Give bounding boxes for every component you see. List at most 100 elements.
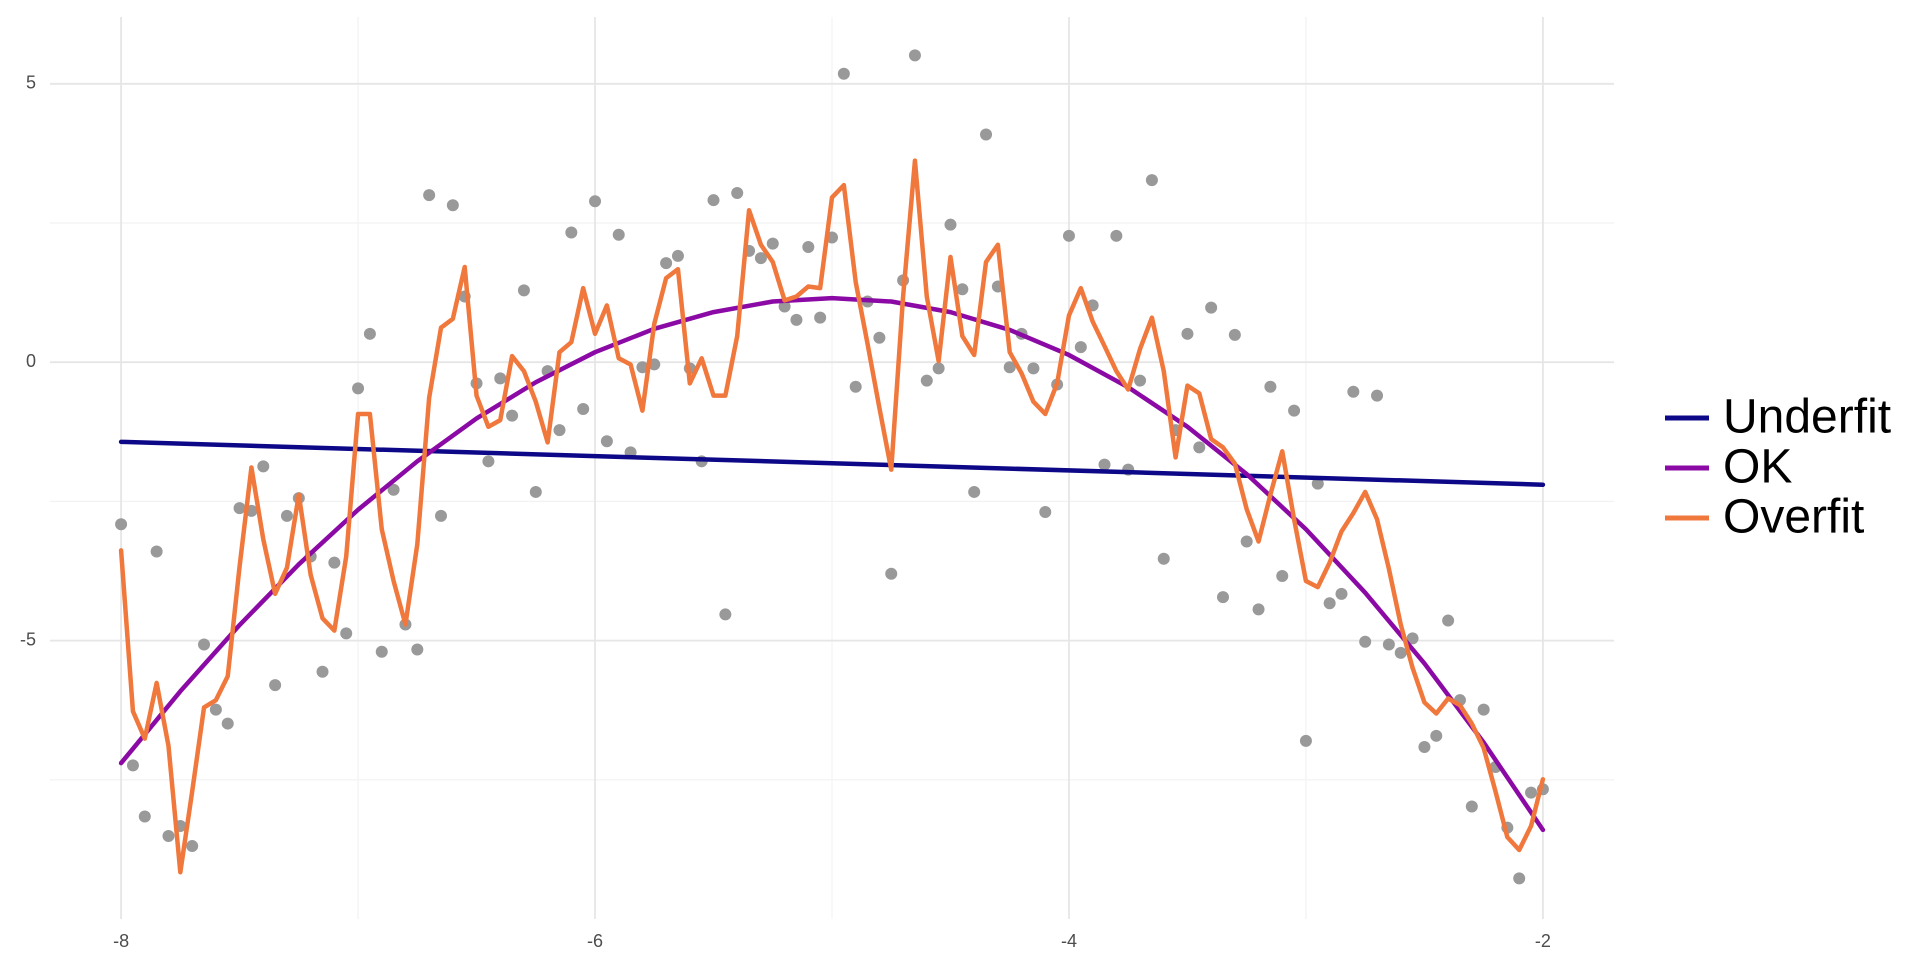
data-point — [956, 283, 969, 296]
data-point — [1394, 646, 1407, 659]
data-point — [280, 509, 293, 522]
data-point — [885, 567, 898, 580]
data-point — [352, 382, 365, 395]
data-point — [1276, 570, 1289, 583]
data-point — [837, 67, 850, 80]
data-point — [150, 545, 163, 558]
data-point — [1134, 374, 1147, 387]
data-point — [849, 380, 862, 393]
data-point — [671, 249, 684, 262]
data-point — [754, 252, 767, 265]
data-point — [1098, 458, 1111, 471]
data-point — [340, 627, 353, 640]
data-point — [494, 372, 507, 385]
data-point — [1418, 740, 1431, 753]
data-point — [1335, 587, 1348, 600]
data-point — [1442, 614, 1455, 627]
data-point — [115, 518, 128, 531]
data-point — [920, 374, 933, 387]
y-tick-label: -5 — [20, 629, 36, 649]
data-point — [257, 460, 270, 473]
data-point — [186, 840, 199, 853]
data-point — [636, 361, 649, 374]
data-point — [565, 226, 578, 239]
data-point — [577, 402, 590, 415]
data-point — [600, 435, 613, 448]
data-point — [1264, 380, 1277, 393]
series-line — [118, 439, 1546, 487]
data-point — [1288, 404, 1301, 417]
data-point — [1430, 729, 1443, 742]
data-point — [778, 300, 791, 313]
legend-label: OK — [1723, 441, 1792, 494]
data-point — [138, 810, 151, 823]
data-point — [1371, 389, 1384, 402]
x-tick-label: -6 — [587, 931, 603, 951]
data-point — [802, 240, 815, 253]
data-point — [553, 424, 566, 437]
y-tick-label: 0 — [26, 351, 36, 371]
data-point — [1205, 301, 1218, 314]
data-point — [1039, 505, 1052, 518]
data-point — [944, 218, 957, 231]
data-point — [1181, 327, 1194, 340]
data-point — [1323, 597, 1336, 610]
y-tick-label: 5 — [26, 73, 36, 93]
data-point — [446, 199, 459, 212]
data-point — [126, 759, 139, 772]
data-point — [612, 228, 625, 241]
data-point — [1003, 361, 1016, 374]
data-point — [209, 703, 222, 716]
data-point — [707, 194, 720, 207]
data-point — [1299, 734, 1312, 747]
data-point — [1513, 872, 1526, 885]
data-point — [1110, 229, 1123, 242]
data-point — [1217, 591, 1229, 604]
data-point — [435, 509, 447, 522]
data-point — [423, 189, 436, 202]
data-point — [387, 483, 400, 496]
data-point — [269, 679, 282, 692]
legend-label: Underfit — [1723, 391, 1891, 444]
series-line — [118, 295, 1546, 833]
data-point — [1062, 229, 1075, 242]
data-point — [517, 284, 530, 297]
data-point — [198, 638, 211, 651]
data-point — [719, 608, 732, 621]
data-point — [375, 645, 388, 658]
data-point — [1477, 703, 1490, 716]
data-point — [1382, 638, 1395, 651]
data-point — [221, 717, 234, 730]
data-point — [932, 362, 945, 375]
data-point — [1347, 385, 1360, 398]
data-point — [1465, 800, 1478, 813]
data-point — [589, 195, 602, 208]
data-point — [1240, 535, 1253, 548]
legend-label: Overfit — [1723, 491, 1864, 544]
x-tick-label: -8 — [113, 931, 129, 951]
data-point — [529, 485, 542, 498]
data-point — [731, 186, 744, 199]
series-line — [118, 158, 1546, 875]
data-point — [482, 455, 495, 468]
data-point — [1027, 362, 1040, 375]
x-tick-label: -4 — [1061, 931, 1077, 951]
data-point — [363, 327, 376, 340]
data-point — [506, 409, 519, 422]
data-point — [328, 556, 341, 569]
data-point — [1228, 328, 1241, 341]
data-point — [411, 643, 424, 656]
data-point — [790, 313, 803, 326]
data-point — [980, 128, 993, 141]
data-point — [908, 49, 921, 62]
data-point — [1074, 341, 1087, 354]
data-point — [660, 257, 673, 270]
data-point — [873, 331, 886, 344]
data-point — [233, 502, 246, 515]
data-point — [1525, 786, 1538, 799]
data-point — [814, 311, 827, 324]
data-point — [1193, 441, 1206, 454]
